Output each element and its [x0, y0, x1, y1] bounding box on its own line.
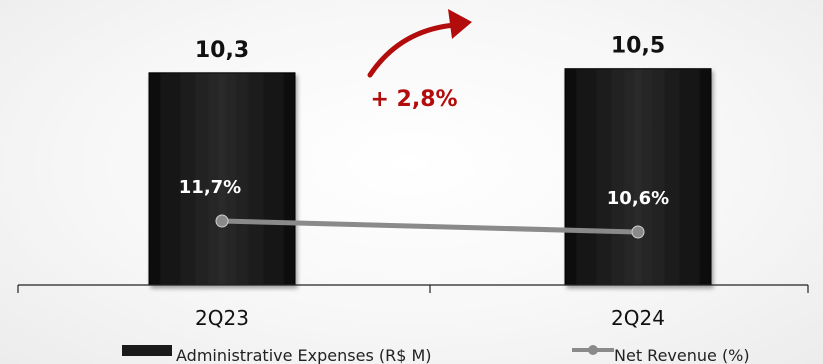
- growth-arrow-head-icon: [448, 9, 472, 39]
- legend-bar-swatch: [122, 345, 172, 356]
- growth-annotation: + 2,8%: [367, 9, 472, 112]
- x-tick-label: 2Q24: [611, 306, 665, 330]
- growth-label: + 2,8%: [370, 87, 457, 112]
- x-axis: 2Q23 2Q24: [17, 284, 809, 330]
- legend: Administrative Expenses (R$ M) Net Reven…: [122, 345, 750, 364]
- line-point: [631, 225, 645, 239]
- line-series: 11,7% 10,6%: [179, 177, 669, 239]
- legend-bar-label: Administrative Expenses (R$ M): [176, 346, 432, 364]
- bar-2Q24: [564, 68, 712, 286]
- line-value-label: 10,6%: [607, 188, 669, 209]
- line-path: [219, 218, 641, 235]
- bar-value-label: 10,3: [195, 38, 249, 63]
- legend-line-label: Net Revenue (%): [614, 346, 750, 364]
- growth-arrow-icon: [367, 22, 458, 78]
- line-point: [215, 214, 229, 228]
- bar-series: 10,3 10,5: [148, 34, 712, 286]
- legend-line-marker: [588, 345, 598, 355]
- bar-2Q23: [148, 72, 296, 286]
- x-tick-label: 2Q23: [195, 306, 249, 330]
- line-value-label: 11,7%: [179, 177, 241, 198]
- bar-value-label: 10,5: [611, 34, 665, 59]
